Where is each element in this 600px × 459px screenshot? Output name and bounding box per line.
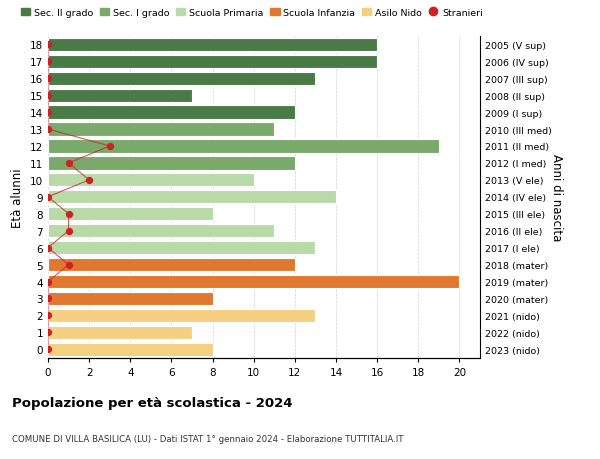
- Bar: [48, 309, 316, 322]
- Text: Popolazione per età scolastica - 2024: Popolazione per età scolastica - 2024: [12, 396, 293, 409]
- Bar: [48, 56, 377, 69]
- Point: [43, 278, 53, 285]
- Point: [85, 177, 94, 184]
- Point: [64, 228, 73, 235]
- Point: [43, 126, 53, 134]
- Point: [105, 143, 115, 150]
- Bar: [48, 73, 316, 85]
- Legend: Sec. II grado, Sec. I grado, Scuola Primaria, Scuola Infanzia, Asilo Nido, Stran: Sec. II grado, Sec. I grado, Scuola Prim…: [17, 5, 487, 22]
- Bar: [48, 174, 254, 187]
- Bar: [48, 140, 439, 153]
- Bar: [48, 157, 295, 170]
- Point: [43, 194, 53, 201]
- Point: [43, 92, 53, 100]
- Bar: [48, 326, 192, 339]
- Bar: [48, 292, 212, 305]
- Point: [43, 346, 53, 353]
- Y-axis label: Anni di nascita: Anni di nascita: [550, 154, 563, 241]
- Bar: [48, 343, 212, 356]
- Point: [43, 41, 53, 49]
- Point: [43, 295, 53, 302]
- Y-axis label: Età alunni: Età alunni: [11, 168, 25, 227]
- Bar: [48, 207, 212, 221]
- Bar: [48, 123, 274, 136]
- Point: [43, 58, 53, 66]
- Bar: [48, 241, 316, 255]
- Point: [43, 329, 53, 336]
- Bar: [48, 224, 274, 238]
- Point: [43, 312, 53, 319]
- Bar: [48, 39, 377, 52]
- Bar: [48, 106, 295, 119]
- Point: [64, 211, 73, 218]
- Bar: [48, 90, 192, 102]
- Text: COMUNE DI VILLA BASILICA (LU) - Dati ISTAT 1° gennaio 2024 - Elaborazione TUTTIT: COMUNE DI VILLA BASILICA (LU) - Dati IST…: [12, 434, 404, 442]
- Bar: [48, 275, 460, 289]
- Point: [43, 109, 53, 117]
- Point: [43, 245, 53, 252]
- Point: [43, 75, 53, 83]
- Bar: [48, 258, 295, 272]
- Point: [64, 261, 73, 269]
- Point: [64, 160, 73, 167]
- Bar: [48, 191, 336, 204]
